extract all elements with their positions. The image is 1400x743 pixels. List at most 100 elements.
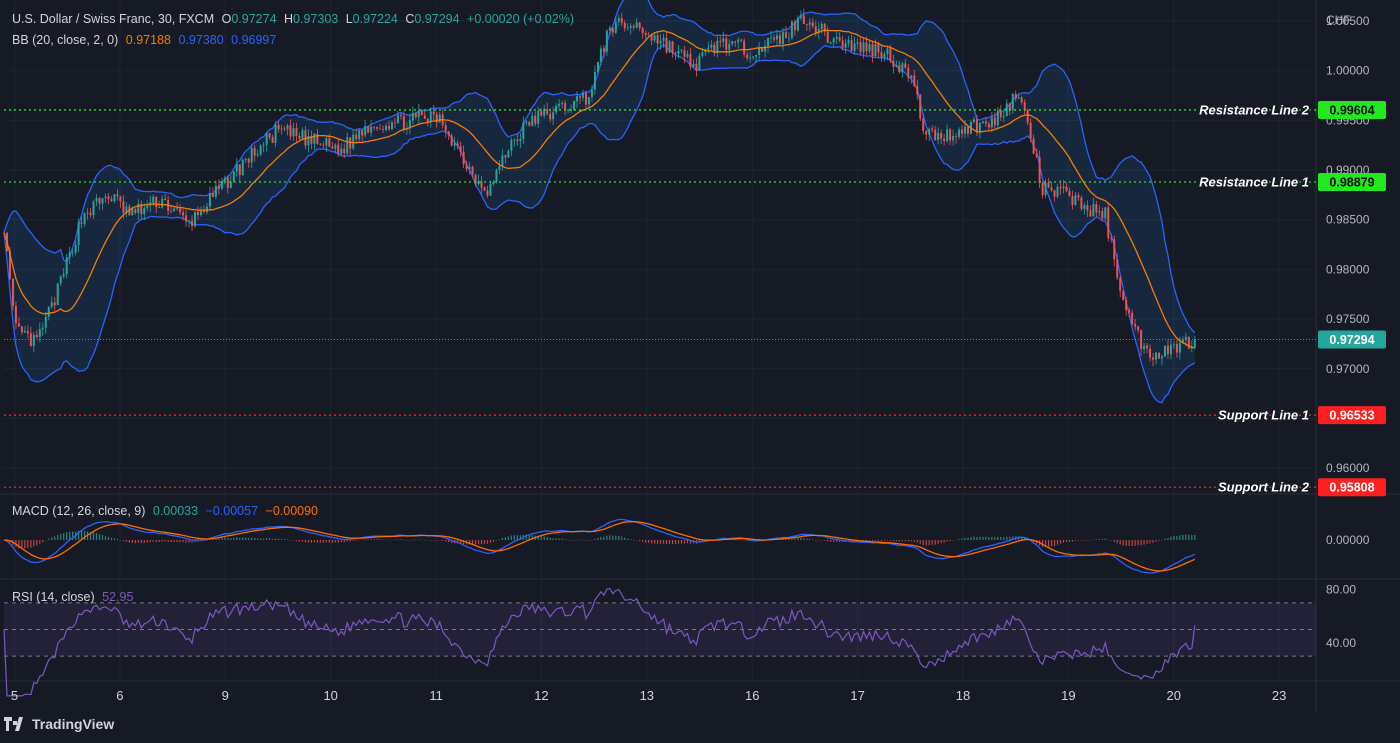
macd-hist-bar xyxy=(1074,540,1077,541)
candle xyxy=(680,48,683,54)
candle-body xyxy=(1038,156,1041,184)
macd-hist-bar xyxy=(27,540,29,548)
candle xyxy=(474,173,477,187)
candle xyxy=(388,120,390,132)
macd-legend[interactable]: MACD (12, 26, close, 9) 0.00033 −0.00057… xyxy=(12,504,322,518)
macd-hist-bar xyxy=(60,533,62,540)
level-price-tag: 0.96533 xyxy=(1318,406,1386,425)
candle xyxy=(59,275,62,287)
candle xyxy=(86,208,89,220)
candle-body xyxy=(486,190,489,196)
candle xyxy=(1152,353,1155,367)
macd-hist-bar xyxy=(1179,535,1181,540)
candle-body xyxy=(244,158,247,160)
rsi-y-tick-label: 80.00 xyxy=(1326,583,1356,597)
candle-body xyxy=(996,110,999,126)
candle-body xyxy=(519,138,522,142)
macd-hist-bar xyxy=(176,540,178,542)
macd-hist-bar xyxy=(206,540,208,541)
candle-body xyxy=(1026,109,1029,123)
macd-hist-bar xyxy=(576,539,578,541)
candle-body xyxy=(975,119,978,133)
macd-hist-bar xyxy=(579,539,581,541)
macd-hist-bar xyxy=(818,540,820,541)
x-tick-label: 17 xyxy=(850,688,864,703)
candle-body xyxy=(579,96,581,98)
candle-body xyxy=(808,22,811,25)
candle xyxy=(316,129,319,145)
candle-body xyxy=(1152,357,1155,360)
candle xyxy=(868,40,871,54)
tradingview-label: TradingView xyxy=(32,716,115,732)
candle xyxy=(716,35,719,58)
candle-body xyxy=(414,113,417,118)
candle xyxy=(95,194,98,207)
candle-body xyxy=(444,125,447,132)
candle-body xyxy=(20,326,23,333)
candle xyxy=(1074,192,1077,206)
candle-body xyxy=(346,137,349,154)
candle-body xyxy=(1181,339,1184,344)
low-value: 0.97224 xyxy=(352,12,398,26)
candle xyxy=(781,27,784,51)
candle-body xyxy=(1008,103,1011,110)
candle-body xyxy=(1122,291,1125,300)
tradingview-brand[interactable]: TradingView xyxy=(4,716,114,732)
macd-hist-bar xyxy=(122,540,124,542)
candle xyxy=(593,65,596,95)
candle-body xyxy=(197,211,199,216)
macd-hist-bar xyxy=(555,538,557,540)
macd-hist-bar xyxy=(1042,540,1044,547)
candle-body xyxy=(525,121,528,123)
macd-hist-bar xyxy=(316,540,318,543)
candle xyxy=(584,90,587,108)
macd-hist-bar xyxy=(1155,540,1157,542)
macd-hist-bar xyxy=(1134,540,1136,546)
candle-body xyxy=(1035,153,1038,157)
candle-body xyxy=(880,52,883,58)
symbol-legend[interactable]: U.S. Dollar / Swiss Franc, 30, FXCM O0.9… xyxy=(12,12,578,26)
macd-hist-bar xyxy=(382,539,384,541)
candle xyxy=(737,37,740,49)
macd-hist-bar xyxy=(304,540,307,543)
candle-body xyxy=(417,110,420,118)
candle-body xyxy=(522,122,525,139)
candle-body xyxy=(1050,187,1053,191)
level-line-name: Support Line 1 xyxy=(1218,408,1309,423)
candle-body xyxy=(1158,352,1160,359)
candle xyxy=(283,126,286,132)
x-tick-label: 11 xyxy=(429,688,443,703)
candle-body xyxy=(355,134,358,140)
candle xyxy=(952,129,955,146)
macd-hist-bar xyxy=(137,540,139,543)
candle xyxy=(558,99,561,110)
candle xyxy=(1068,187,1071,197)
candle-body xyxy=(134,209,137,213)
candle xyxy=(238,164,241,182)
candle xyxy=(376,126,379,131)
macd-hist-bar xyxy=(907,540,909,542)
candle xyxy=(420,108,423,116)
level-line: Support Line 2 xyxy=(4,478,1316,496)
candle-body xyxy=(432,111,435,115)
symbol-title: U.S. Dollar / Swiss Franc, 30, FXCM xyxy=(12,12,215,26)
candle xyxy=(125,202,128,218)
bb-legend[interactable]: BB (20, close, 2, 0) 0.97188 0.97380 0.9… xyxy=(12,33,280,47)
macd-hist-bar xyxy=(1047,540,1050,547)
candle xyxy=(223,175,226,185)
macd-hist-bar xyxy=(325,540,327,543)
candle xyxy=(984,116,987,127)
rsi-y-tick-label: 40.00 xyxy=(1326,636,1356,650)
candle xyxy=(638,21,641,32)
candle xyxy=(1128,307,1131,318)
candle xyxy=(77,218,80,252)
rsi-legend[interactable]: RSI (14, close) 52.95 xyxy=(12,590,137,604)
macd-hist-bar xyxy=(439,540,441,541)
candle xyxy=(1002,111,1005,123)
candle xyxy=(1110,233,1113,243)
candle-body xyxy=(886,48,889,55)
candle-body xyxy=(683,50,686,57)
macd-hist-bar xyxy=(149,540,151,543)
macd-hist-bar xyxy=(1128,540,1130,547)
